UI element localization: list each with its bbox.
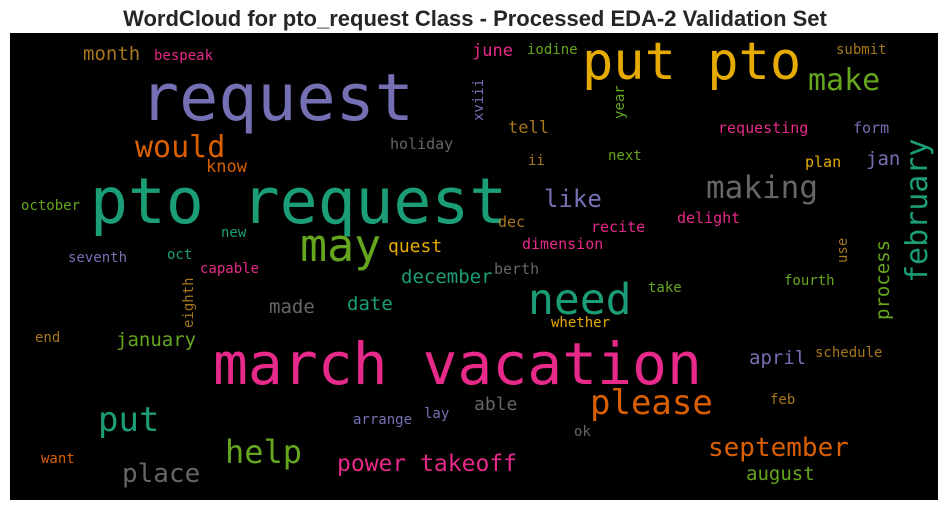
word-lay: lay (424, 406, 450, 422)
word-take: take (648, 280, 682, 296)
word-whether: whether (551, 315, 611, 331)
word-made: made (269, 296, 315, 318)
word-ok: ok (574, 424, 591, 440)
word-holiday: holiday (390, 135, 454, 153)
word-may: may (300, 219, 382, 272)
word-please: please (590, 383, 713, 423)
word-making: making (706, 170, 818, 206)
word-request: request (140, 61, 414, 136)
word-year: year (612, 85, 628, 119)
word-power-takeoff: power takeoff (337, 451, 518, 477)
word-date: date (347, 293, 393, 315)
word-xviii: xviii (471, 78, 487, 121)
word-december: december (401, 266, 493, 288)
word-requesting: requesting (718, 119, 809, 137)
word-pto-request: pto request (90, 165, 508, 238)
word-march-vacation: march vacation (213, 330, 702, 398)
word-tell: tell (508, 118, 549, 138)
word-ii: ii (528, 153, 545, 169)
word-april: april (749, 347, 807, 369)
word-august: august (746, 463, 815, 485)
word-submit: submit (836, 42, 887, 58)
word-know: know (206, 157, 247, 177)
word-september: september (708, 433, 849, 463)
word-recite: recite (591, 218, 646, 236)
word-put-pto: put pto (582, 33, 802, 92)
word-january: january (116, 329, 197, 351)
word-delight: delight (677, 209, 741, 227)
word-dec: dec (498, 213, 526, 231)
word-put: put (98, 400, 160, 440)
word-iodine: iodine (527, 42, 578, 58)
word-eighth: eighth (181, 277, 197, 328)
word-berth: berth (494, 260, 540, 278)
word-use: use (835, 237, 851, 263)
word-help: help (225, 433, 303, 471)
word-jan: jan (866, 148, 901, 170)
word-would: would (135, 130, 226, 165)
word-like: like (544, 185, 602, 213)
word-quest: quest (388, 236, 443, 257)
word-need: need (528, 275, 632, 325)
word-arrange: arrange (353, 412, 413, 428)
word-end: end (35, 330, 61, 346)
word-capable: capable (200, 261, 260, 277)
word-october: october (21, 198, 81, 214)
word-bespeak: bespeak (154, 48, 214, 64)
word-plan: plan (805, 153, 842, 171)
word-process: process (872, 239, 894, 320)
wordcloud-canvas: request put pto pto request march vacati… (10, 33, 938, 500)
word-feb: feb (770, 392, 796, 408)
word-schedule: schedule (815, 345, 883, 361)
word-want: want (41, 451, 75, 467)
word-next: next (608, 148, 642, 164)
word-form: form (853, 119, 890, 137)
word-make: make (808, 63, 881, 98)
word-place: place (122, 459, 201, 489)
word-oct: oct (167, 247, 193, 263)
word-fourth: fourth (784, 273, 835, 289)
word-february: february (900, 138, 935, 284)
word-dimension: dimension (522, 235, 604, 253)
word-june: june (472, 41, 513, 61)
word-new: new (221, 225, 247, 241)
word-month: month (83, 43, 141, 65)
word-seventh: seventh (68, 250, 128, 266)
chart-title: WordCloud for pto_request Class - Proces… (123, 6, 827, 31)
word-able: able (474, 394, 518, 415)
